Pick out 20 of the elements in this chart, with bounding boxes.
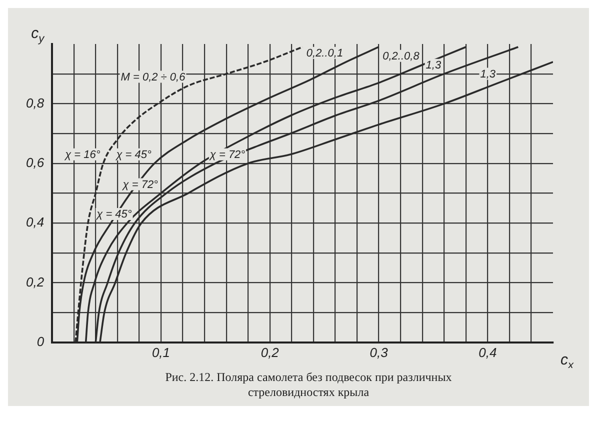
annotation: 1,3 bbox=[480, 68, 496, 80]
y-tick-label: 0,6 bbox=[26, 154, 45, 170]
x-tick-label: 0,1 bbox=[152, 344, 170, 360]
y-tick-label: 0,4 bbox=[26, 214, 44, 230]
x-tick-label: 0,3 bbox=[370, 344, 389, 360]
y-tick-label: 0 bbox=[36, 334, 45, 350]
annotation: 1,3 bbox=[426, 59, 442, 72]
y-tick-label: 0,2 bbox=[26, 274, 45, 290]
annotation: 0,2..0,8 bbox=[382, 50, 420, 62]
y-tick-label: 0,8 bbox=[26, 95, 45, 110]
annotation: 0,2..0,1 bbox=[306, 47, 344, 60]
text: Рис. 2.12. Поляра самолета без подвесок при различных стреловидностях крыла bbox=[164, 370, 453, 401]
x-tick-label: 0,2 bbox=[260, 344, 280, 360]
annotation: χ = 45° bbox=[96, 208, 132, 221]
annotation: χ = 72° bbox=[122, 178, 159, 191]
annotation: χ = 72° bbox=[208, 148, 246, 161]
annotation: χ = 45° bbox=[115, 148, 152, 161]
annotation: M = 0,2 ÷ 0,6 bbox=[120, 71, 186, 84]
annotation: χ = 16° bbox=[64, 148, 101, 161]
x-tick-label: 0,4 bbox=[478, 344, 497, 360]
